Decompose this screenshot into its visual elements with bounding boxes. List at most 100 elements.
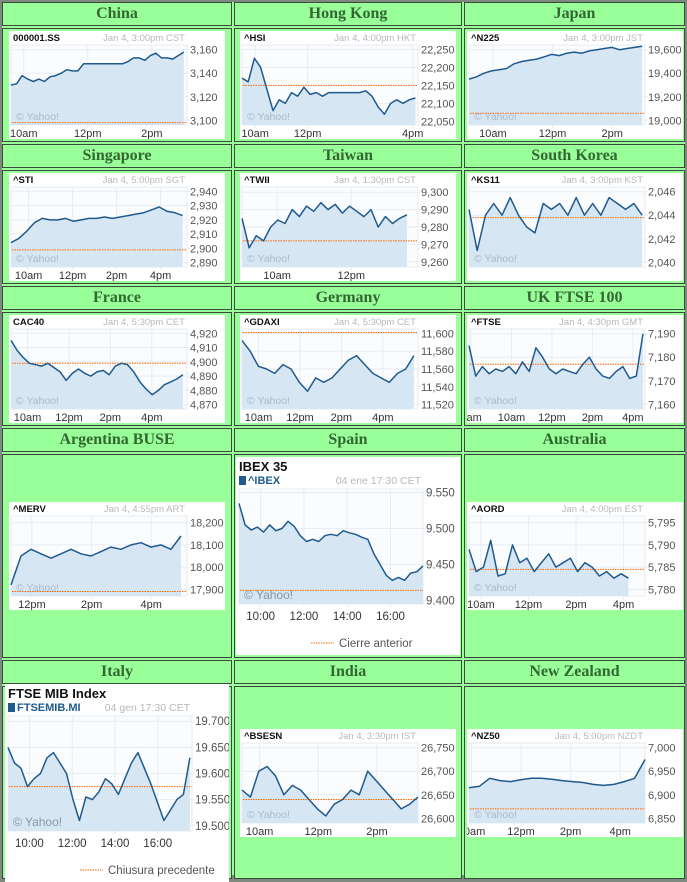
y-tick-label: 2,940 — [190, 186, 218, 198]
ticker-label: FTSEMIB.MI — [17, 702, 81, 714]
y-tick-label: 19,000 — [648, 115, 682, 127]
y-tick-label: 19.500 — [195, 820, 229, 832]
x-tick-label: 4pm — [141, 599, 162, 610]
x-tick-label: 16:00 — [376, 611, 405, 623]
x-tick-label: 4pm — [372, 412, 393, 423]
y-tick-label: 19.600 — [195, 768, 229, 780]
x-tick-label: 12pm — [514, 599, 542, 610]
region-header: Singapore — [2, 144, 232, 168]
x-tick-label: 10am — [467, 826, 485, 837]
y-tick-label: 4,920 — [190, 328, 218, 340]
region-header: Japan — [464, 2, 685, 26]
timestamp-label: Jan 4, 5:00pm NZDT — [554, 731, 642, 742]
timestamp-label: 04 gen 17:30 CET — [105, 702, 191, 714]
y-tick-label: 22,100 — [421, 98, 455, 110]
x-tick-label: 12pm — [59, 270, 87, 281]
y-tick-label: 4,910 — [190, 343, 218, 355]
x-tick-label: 10am — [467, 599, 495, 610]
y-tick-label: 9.500 — [426, 524, 455, 536]
y-tick-label: 26,650 — [421, 789, 455, 801]
y-tick-label: 26,600 — [421, 813, 455, 825]
region-header: Australia — [464, 428, 685, 452]
ticker-label: ^GDAXI — [244, 317, 280, 328]
y-tick-label: 11,560 — [421, 364, 454, 376]
y-tick-label: 2,900 — [190, 243, 218, 255]
y-tick-label: 9,260 — [421, 257, 449, 269]
x-tick-label: 12pm — [538, 128, 566, 139]
y-tick-label: 9.450 — [426, 559, 455, 571]
x-tick-label: 10am — [15, 270, 43, 281]
region-header: Spain — [234, 428, 462, 452]
timestamp-label: Jan 4, 3:00pm KST — [561, 175, 643, 186]
x-tick-label: 12pm — [507, 826, 535, 837]
yahoo-watermark: © Yahoo! — [474, 582, 517, 594]
x-tick-label: 12pm — [74, 128, 102, 139]
x-tick-label: 12pm — [305, 826, 333, 837]
timestamp-label: Jan 4, 5:30pm CET — [103, 317, 185, 328]
timestamp-label: Jan 4, 4:00pm EST — [561, 504, 643, 515]
ticker-label: ^BSESN — [244, 731, 282, 742]
y-tick-label: 6,850 — [648, 813, 676, 825]
x-tick-label: 8am — [467, 412, 482, 423]
x-tick-label: 12pm — [294, 128, 322, 139]
legend-square-icon — [8, 703, 15, 712]
y-tick-label: 9.400 — [426, 595, 455, 607]
yahoo-watermark: © Yahoo! — [16, 395, 59, 407]
y-tick-label: 11,580 — [421, 346, 454, 358]
y-tick-label: 2,920 — [190, 215, 218, 227]
x-tick-label: 2pm — [565, 599, 586, 610]
y-tick-label: 9.550 — [426, 488, 455, 500]
ticker-label: ^NZ50 — [471, 731, 500, 742]
x-tick-label: 12pm — [55, 412, 83, 423]
y-tick-label: 6,900 — [648, 789, 676, 801]
yahoo-watermark: © Yahoo! — [247, 395, 290, 407]
x-tick-label: 10am — [241, 128, 269, 139]
y-tick-label: 22,250 — [421, 44, 455, 56]
x-tick-label: 16:00 — [143, 838, 172, 850]
x-tick-label: 2pm — [331, 412, 352, 423]
x-tick-label: 4pm — [141, 412, 162, 423]
timestamp-label: Jan 4, 3:30pm IST — [338, 731, 416, 742]
x-tick-label: 2pm — [581, 412, 602, 423]
y-tick-label: 18,000 — [190, 562, 224, 574]
y-tick-label: 2,910 — [190, 229, 218, 241]
x-tick-label: 2pm — [100, 412, 121, 423]
timestamp-label: Jan 4, 4:30pm GMT — [559, 317, 643, 328]
y-tick-label: 26,700 — [421, 766, 455, 778]
y-tick-label: 7,180 — [648, 352, 676, 364]
x-tick-label: 12pm — [538, 412, 566, 423]
y-tick-label: 11,520 — [421, 400, 454, 412]
y-tick-label: 5,785 — [648, 562, 676, 574]
region-header: UK FTSE 100 — [464, 286, 685, 310]
